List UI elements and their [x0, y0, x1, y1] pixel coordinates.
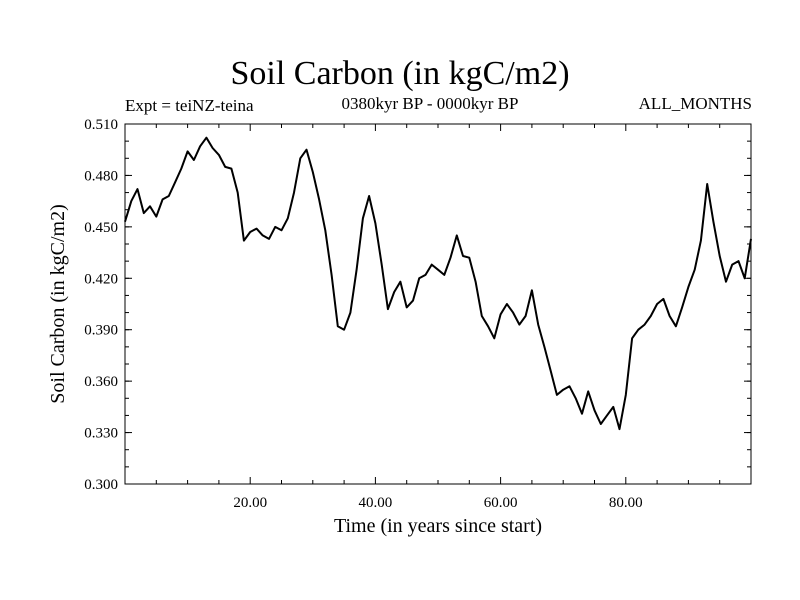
- y-tick-label: 0.300: [84, 477, 118, 493]
- plot-frame: [124, 123, 752, 485]
- y-tick-label: 0.480: [84, 168, 118, 184]
- x-tick-label: 20.00: [233, 495, 267, 511]
- experiment-label: Expt = teiNZ-teina: [125, 96, 254, 115]
- y-tick-label: 0.330: [84, 426, 118, 442]
- y-axis: 0.300 0.330 0.360 0.390 0.420 0.450 0.480 0.510: [84, 117, 751, 493]
- y-tick-label: 0.450: [84, 220, 118, 236]
- x-tick-label: 60.00: [484, 495, 518, 511]
- months-label: ALL_MONTHS: [638, 94, 752, 113]
- chart-title: Soil Carbon (in kgC/m2): [230, 55, 570, 92]
- y-tick-label: 0.360: [84, 374, 118, 390]
- x-axis-label: Time (in years since start): [334, 515, 542, 537]
- y-axis-label: Soil Carbon (in kgC/m2): [47, 204, 69, 403]
- chart-subtitle: 0380kyr BP - 0000kyr BP: [341, 94, 519, 113]
- y-tick-label: 0.390: [84, 323, 118, 339]
- y-tick-label: 0.420: [84, 271, 118, 287]
- x-tick-label: 80.00: [609, 495, 643, 511]
- x-tick-label: 40.00: [359, 495, 393, 511]
- x-axis: 20.00 40.00 60.00 80.00: [155, 124, 721, 511]
- series-line-soil-carbon: [124, 136, 752, 431]
- y-tick-label: 0.510: [84, 117, 118, 133]
